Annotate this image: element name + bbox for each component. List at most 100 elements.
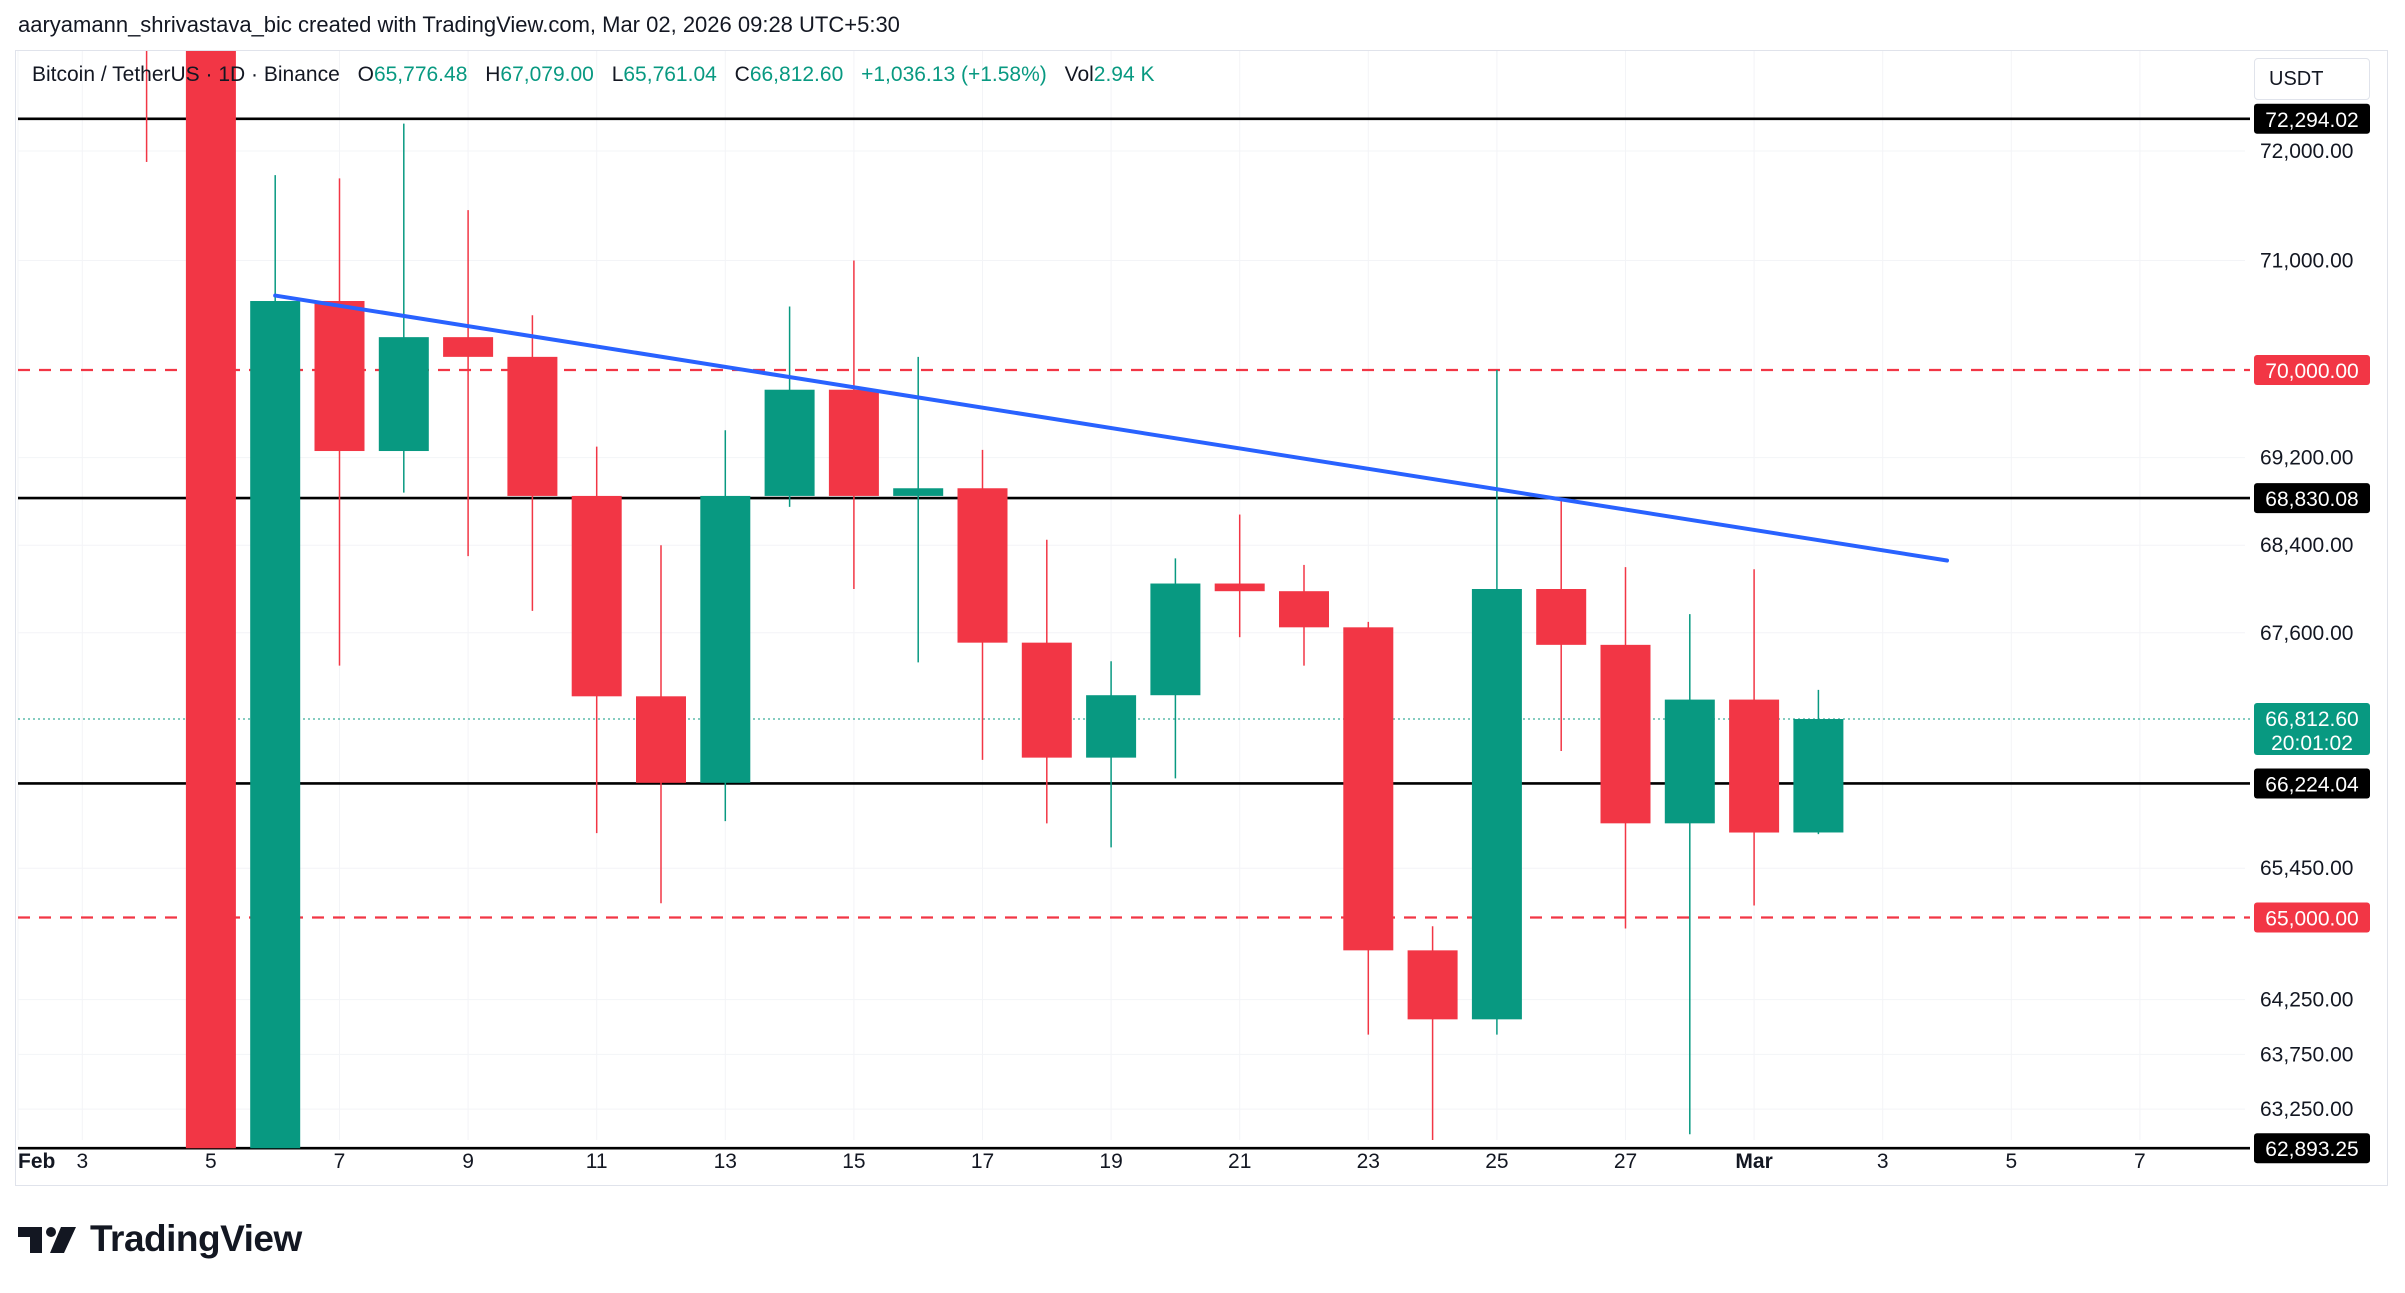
price-level-label: 66,224.04 bbox=[2254, 768, 2370, 799]
candle bbox=[1150, 558, 1201, 779]
candle-body bbox=[1021, 642, 1072, 758]
price-level-label-text: 68,830.08 bbox=[2265, 488, 2358, 511]
price-axis-tick-label: 64,250.00 bbox=[2260, 989, 2353, 1012]
time-axis-tick-label: 19 bbox=[1099, 1150, 1122, 1173]
candle bbox=[1086, 661, 1137, 848]
time-axis-tick-label: 5 bbox=[205, 1150, 217, 1173]
time-axis-tick-label: 11 bbox=[586, 1150, 608, 1173]
candle bbox=[957, 449, 1008, 760]
candle-body bbox=[1729, 699, 1780, 833]
descending-trendline bbox=[273, 293, 1949, 563]
time-axis-tick-label: 3 bbox=[76, 1150, 88, 1173]
candle-body bbox=[764, 389, 815, 496]
price-level-label-text: 70,000.00 bbox=[2265, 360, 2358, 383]
candle-body bbox=[1471, 589, 1522, 1020]
price-level-label-text: 66,224.04 bbox=[2265, 773, 2359, 796]
price-axis-tick-label: 65,450.00 bbox=[2260, 857, 2353, 880]
price-axis-tick-label: 63,250.00 bbox=[2260, 1098, 2353, 1121]
price-axis-tick-label: 63,750.00 bbox=[2260, 1043, 2353, 1066]
chart-frame[interactable] bbox=[15, 50, 2388, 1186]
candle bbox=[1536, 498, 1587, 752]
grid-layer bbox=[17, 51, 2245, 1140]
candle bbox=[700, 430, 751, 822]
tradingview-logo-icon bbox=[18, 1227, 76, 1253]
candle-body bbox=[314, 301, 365, 452]
candle-body bbox=[507, 356, 558, 496]
candle bbox=[1600, 567, 1651, 929]
trendline-layer bbox=[273, 293, 1949, 563]
price-level-label: 68,830.08 bbox=[2254, 483, 2370, 514]
time-axis-tick-label: Feb bbox=[18, 1150, 55, 1173]
candle-body bbox=[893, 488, 944, 496]
time-axis-tick-label: Mar bbox=[1735, 1150, 1772, 1173]
price-axis-tick-label: 69,200.00 bbox=[2260, 447, 2353, 470]
price-axis: 72,000.00 71,000.00 69,200.00 68,400.00 67,6… bbox=[2260, 140, 2353, 1121]
price-level-label: 72,294.02 bbox=[2254, 103, 2370, 134]
time-axis-tick-label: 15 bbox=[842, 1150, 865, 1173]
legend-close-label: C bbox=[734, 63, 750, 86]
time-axis-tick-label: 7 bbox=[334, 1150, 346, 1173]
price-level-label-box bbox=[2254, 103, 2370, 134]
legend-vol-label: Vol bbox=[1064, 63, 1094, 86]
candle-body bbox=[828, 389, 879, 496]
candle-body bbox=[571, 495, 622, 697]
legend-vol-value: 2.94 K bbox=[1093, 63, 1155, 86]
price-axis-tick-label: 67,600.00 bbox=[2260, 622, 2353, 645]
time-axis-tick-label: 23 bbox=[1357, 1150, 1380, 1173]
legend-close-value: 66,812.60 bbox=[749, 63, 844, 86]
candle bbox=[1343, 621, 1394, 1035]
attribution-text: aaryamann_shrivastava_bic created with T… bbox=[18, 12, 900, 37]
legend-open-label: O bbox=[357, 63, 374, 86]
symbol-legend: Bitcoin / TetherUS · 1D · Binance O65,77… bbox=[32, 63, 1155, 87]
candle bbox=[185, 51, 236, 1149]
candle-body bbox=[378, 337, 429, 452]
candle-body bbox=[1664, 699, 1715, 824]
price-level-label-box bbox=[2254, 355, 2370, 385]
legend-low-value: 65,761.04 bbox=[623, 63, 717, 86]
candle bbox=[764, 306, 815, 507]
bar-countdown: 20:01:02 bbox=[2271, 732, 2353, 755]
candle-body bbox=[1536, 589, 1587, 645]
candle-body bbox=[1086, 695, 1137, 758]
candle bbox=[378, 123, 429, 493]
legend-high-label: H bbox=[485, 63, 501, 86]
candle bbox=[636, 545, 686, 904]
last-price-value: 66,812.60 bbox=[2265, 708, 2358, 731]
currency-selector-button[interactable]: USDT bbox=[2254, 58, 2370, 100]
candle bbox=[1664, 614, 1715, 1135]
price-level-label-box bbox=[2254, 902, 2370, 933]
candle bbox=[314, 178, 365, 666]
price-level-label-box bbox=[2254, 483, 2370, 514]
price-level-label: 65,000.00 bbox=[2254, 902, 2370, 933]
candle bbox=[1021, 539, 1072, 824]
price-level-label-text: 65,000.00 bbox=[2265, 908, 2358, 931]
price-level-label-box bbox=[2254, 768, 2370, 799]
time-axis-tick-label: 21 bbox=[1228, 1150, 1251, 1173]
candle bbox=[1279, 564, 1329, 666]
time-axis-tick-label: 5 bbox=[2005, 1150, 2017, 1173]
candle-body bbox=[443, 337, 494, 357]
price-level-label: 70,000.00 bbox=[2254, 355, 2370, 385]
candle-body bbox=[1279, 591, 1329, 628]
price-level-label-box bbox=[2254, 1133, 2370, 1164]
time-axis-tick-label: 7 bbox=[2134, 1150, 2146, 1173]
legend-symbol: Bitcoin / TetherUS · 1D · Binance bbox=[32, 63, 340, 86]
time-axis-tick-label: 17 bbox=[971, 1150, 994, 1173]
price-level-label: 62,893.25 bbox=[2254, 1133, 2370, 1164]
legend-change-value: +1,036.13 (+1.58%) bbox=[861, 63, 1047, 86]
candle bbox=[1793, 689, 1844, 835]
candle bbox=[571, 446, 622, 834]
candle-body bbox=[700, 495, 751, 783]
candle bbox=[1471, 370, 1522, 1035]
time-axis-tick-label: 25 bbox=[1485, 1150, 1508, 1173]
candle bbox=[828, 260, 879, 589]
time-axis-tick-label: 27 bbox=[1614, 1150, 1637, 1173]
legend-open-value: 65,776.48 bbox=[373, 63, 468, 86]
currency-label: USDT bbox=[2269, 67, 2324, 90]
time-axis-tick-label: 13 bbox=[714, 1150, 737, 1173]
price-axis-tick-label: 71,000.00 bbox=[2260, 250, 2353, 273]
price-level-label-text: 62,893.25 bbox=[2265, 1138, 2358, 1161]
price-labels-layer: 72,294.02 70,000.00 68,830.08 66,224.04 65,0… bbox=[2254, 103, 2370, 1164]
